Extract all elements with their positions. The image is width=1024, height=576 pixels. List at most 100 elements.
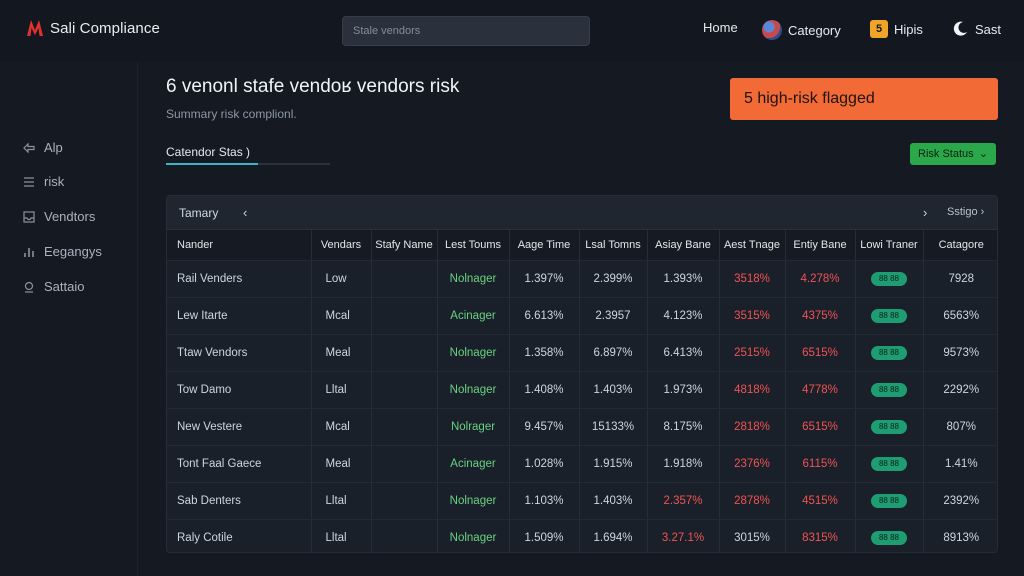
table-cell: 807%: [923, 408, 997, 446]
table-cell: 1.403%: [579, 371, 648, 409]
status-badge[interactable]: 88 88: [871, 271, 907, 286]
table-cell: 88 88: [855, 445, 924, 483]
table-cell: Nolnager: [437, 334, 510, 372]
table-cell: 8913%: [923, 519, 997, 552]
table-row[interactable]: Sab Denters Lltal Nolnager 1.103% 1.403% 2.35…: [167, 482, 997, 520]
risk-status-dropdown[interactable]: Risk Status ⌄: [910, 143, 996, 165]
table-cell: 6515%: [785, 334, 856, 372]
status-badge[interactable]: 88 88: [871, 382, 907, 397]
table-cell: 2878%: [719, 482, 786, 520]
column-header[interactable]: Nander: [167, 230, 312, 261]
table-cell: 6115%: [785, 445, 856, 483]
table-row[interactable]: Rail Venders Low Nolnager 1.397% 2.399% 1.393…: [167, 260, 997, 298]
table-cell: 1.358%: [509, 334, 580, 372]
column-header[interactable]: Asiay Bane: [647, 230, 720, 261]
table-cell: 4818%: [719, 371, 786, 409]
nav-home[interactable]: Home: [703, 20, 738, 35]
tab-calendar-stats[interactable]: Catendor Stas ): [166, 145, 251, 159]
table-cell: Mcal: [311, 408, 372, 446]
table-cell: 1.393%: [647, 260, 720, 298]
chevron-right-icon[interactable]: ›: [923, 205, 928, 220]
column-header[interactable]: Lowi Traner: [855, 230, 924, 261]
table-row[interactable]: New Vestere Mcal Nolrager 9.457% 15133% 8.175…: [167, 408, 997, 446]
table-cell: 6515%: [785, 408, 856, 446]
moon-icon: [953, 21, 967, 36]
column-header[interactable]: Catagore: [923, 230, 997, 261]
column-header[interactable]: Vendars: [311, 230, 372, 261]
status-badge[interactable]: 88 88: [871, 493, 907, 508]
table-settings-link[interactable]: Sstigo ›: [947, 206, 985, 218]
table-row[interactable]: Tow Damo Lltal Nolnager 1.408% 1.403% 1.973% 4…: [167, 371, 997, 409]
table-cell: 88 88: [855, 482, 924, 520]
table-row[interactable]: Raly Cotile Lltal Nolnager 1.509% 1.694% 3.27…: [167, 519, 997, 552]
status-badge[interactable]: 88 88: [871, 308, 907, 323]
sidebar-item-vendors[interactable]: Vendtors: [22, 209, 95, 224]
table-cell: 1.103%: [509, 482, 580, 520]
table-cell: [371, 297, 438, 335]
search-input[interactable]: [342, 16, 590, 46]
table-settings-label: Sstigo: [947, 206, 978, 218]
status-badge[interactable]: 88 88: [871, 419, 907, 434]
column-header[interactable]: Stafy Name: [371, 230, 438, 261]
sidebar-item-label: Alp: [44, 140, 63, 155]
table-cell: 1.915%: [579, 445, 648, 483]
sidebar-item-label: Eegangys: [44, 244, 102, 259]
table-cell: 3518%: [719, 260, 786, 298]
column-header[interactable]: Lest Toums: [437, 230, 510, 261]
table-row[interactable]: Ttaw Vendors Meal Nolnager 1.358% 6.897% 6.41…: [167, 334, 997, 372]
table-cell: [371, 260, 438, 298]
column-header[interactable]: Lsal Tomns: [579, 230, 648, 261]
table-cell: [371, 371, 438, 409]
table-cell: 4375%: [785, 297, 856, 335]
brand-logo-icon: [27, 20, 43, 36]
vendor-table: Nander Vendars Stafy Name Lest Toums Aage Ti…: [167, 230, 997, 552]
table-cell: 4.123%: [647, 297, 720, 335]
table-cell: 2392%: [923, 482, 997, 520]
table-cell: 88 88: [855, 297, 924, 335]
chart-icon: [24, 247, 34, 257]
sidebar-item-alp[interactable]: Alp: [22, 140, 63, 155]
sidebar-item-eegangys[interactable]: Eegangys: [22, 244, 102, 259]
table-cell: 1.403%: [579, 482, 648, 520]
nav-category[interactable]: Category: [762, 20, 841, 40]
column-header[interactable]: Aage Time: [509, 230, 580, 261]
table-cell: [371, 482, 438, 520]
gear-icon: [24, 281, 34, 293]
table-cell: [371, 334, 438, 372]
nav-home-label: Home: [703, 20, 738, 35]
column-header[interactable]: Aest Tnage: [719, 230, 786, 261]
status-badge[interactable]: 88 88: [871, 530, 907, 545]
table-cell: 2.3957: [579, 297, 648, 335]
nav-sast[interactable]: Sast: [951, 20, 1001, 38]
table-cell: 8315%: [785, 519, 856, 552]
table-cell: 4.278%: [785, 260, 856, 298]
table-cell: Rail Venders: [167, 260, 312, 298]
brand[interactable]: Sali Compliance: [26, 19, 160, 37]
inbox-icon: [23, 210, 35, 223]
nav-category-label: Category: [788, 22, 841, 38]
table-cell: 8.175%: [647, 408, 720, 446]
high-risk-banner[interactable]: 5 high-risk flagged: [730, 78, 998, 120]
nav-help[interactable]: 5 Hipis: [870, 20, 923, 38]
sidebar-item-settings[interactable]: Sattaio: [22, 279, 84, 294]
column-header[interactable]: Entiy Bane: [785, 230, 856, 261]
table-cell: 2376%: [719, 445, 786, 483]
risk-status-label: Risk Status: [918, 148, 974, 160]
chevron-left-icon[interactable]: ‹: [243, 205, 248, 220]
table-cell: 3515%: [719, 297, 786, 335]
table-cell: Nolnager: [437, 519, 510, 552]
table-cell: 7928: [923, 260, 997, 298]
status-badge[interactable]: 88 88: [871, 456, 907, 471]
table-cell: 6563%: [923, 297, 997, 335]
table-cell: Nolnager: [437, 371, 510, 409]
table-cell: Low: [311, 260, 372, 298]
table-row[interactable]: Lew Itarte Mcal Acinager 6.613% 2.3957 4.123%…: [167, 297, 997, 335]
table-row[interactable]: Tont Faal Gaece Meal Acinager 1.028% 1.915% 1…: [167, 445, 997, 483]
table-cell: Raly Cotile: [167, 519, 312, 552]
status-badge[interactable]: 88 88: [871, 345, 907, 360]
sidebar-item-risk[interactable]: risk: [22, 174, 64, 189]
table-cell: 1.028%: [509, 445, 580, 483]
page-subtitle: Summary risk complionl.: [166, 107, 297, 121]
table-cell: 2292%: [923, 371, 997, 409]
table-cell: Acinager: [437, 445, 510, 483]
